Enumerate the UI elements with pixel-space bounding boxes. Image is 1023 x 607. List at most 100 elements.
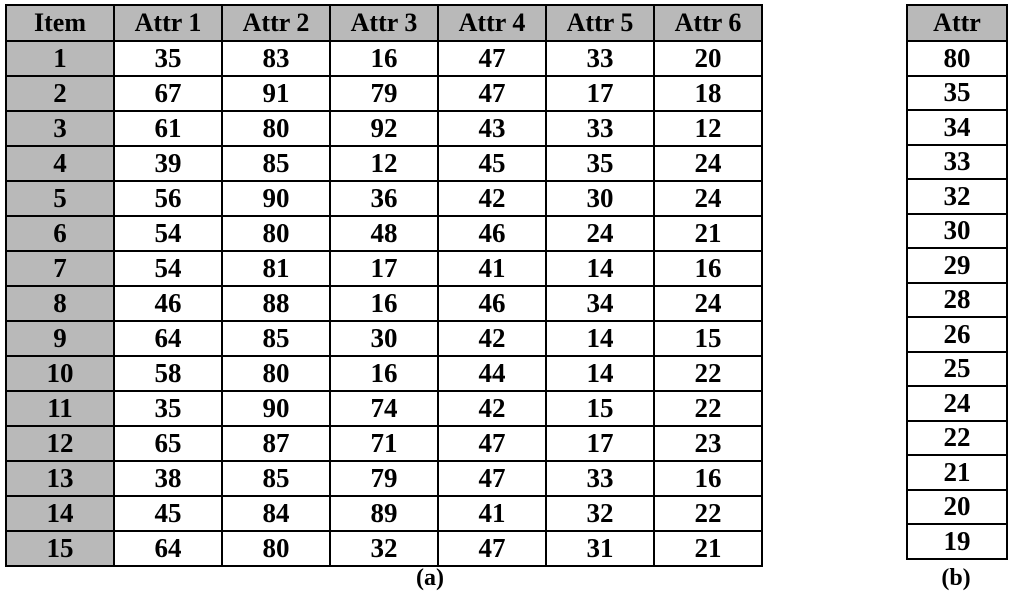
table-row: 14 45 84 89 41 32 22 <box>5 495 763 532</box>
table-cell: 24 <box>906 385 1008 422</box>
table-cell: 45 <box>113 495 223 532</box>
table-cell: 35 <box>113 40 223 77</box>
table-row: 13 38 85 79 47 33 16 <box>5 460 763 497</box>
table-cell: 19 <box>906 523 1008 560</box>
table-cell: 56 <box>113 180 223 217</box>
table-cell: 71 <box>329 425 439 462</box>
column-header: Attr 3 <box>329 4 439 42</box>
item-number-cell: 15 <box>5 530 115 567</box>
item-number-cell: 6 <box>5 215 115 252</box>
table-cell: 16 <box>329 285 439 322</box>
table-cell: 35 <box>113 390 223 427</box>
table-cell: 16 <box>653 460 763 497</box>
table-row: 24 <box>906 385 1008 422</box>
table-cell: 85 <box>221 145 331 182</box>
item-number-cell: 14 <box>5 495 115 532</box>
table-cell: 24 <box>545 215 655 252</box>
table-cell: 42 <box>437 180 547 217</box>
item-number-cell: 8 <box>5 285 115 322</box>
header-row: Item Attr 1 Attr 2 Attr 3 Attr 4 Attr 5 Attr 6 <box>5 4 763 42</box>
table-cell: 80 <box>221 215 331 252</box>
table-cell: 35 <box>906 74 1008 111</box>
table-cell: 36 <box>329 180 439 217</box>
table-cell: 54 <box>113 250 223 287</box>
table-cell: 22 <box>653 355 763 392</box>
table-cell: 16 <box>329 40 439 77</box>
table-cell: 61 <box>113 110 223 147</box>
table-cell: 54 <box>113 215 223 252</box>
table-cell: 14 <box>545 250 655 287</box>
table-cell: 14 <box>545 355 655 392</box>
table-row: 3 61 80 92 43 33 12 <box>5 110 763 147</box>
table-cell: 92 <box>329 110 439 147</box>
table-cell: 25 <box>906 350 1008 387</box>
item-number-cell: 7 <box>5 250 115 287</box>
table-cell: 20 <box>906 488 1008 525</box>
table-cell: 46 <box>437 285 547 322</box>
table-row: 1 35 83 16 47 33 20 <box>5 40 763 77</box>
column-header: Attr 4 <box>437 4 547 42</box>
table-cell: 67 <box>113 75 223 112</box>
item-number-cell: 4 <box>5 145 115 182</box>
table-cell: 46 <box>437 215 547 252</box>
table-cell: 46 <box>113 285 223 322</box>
table-cell: 22 <box>653 495 763 532</box>
table-row: 33 <box>906 143 1008 180</box>
attr-table: Attr 80 35 34 33 32 30 29 28 26 25 24 22 21 20 19 <box>906 4 1008 560</box>
item-number-cell: 10 <box>5 355 115 392</box>
header-row: Attr <box>906 4 1008 42</box>
table-cell: 85 <box>221 320 331 357</box>
table-cell: 31 <box>545 530 655 567</box>
table-cell: 80 <box>221 355 331 392</box>
column-header: Attr 6 <box>653 4 763 42</box>
table-cell: 12 <box>653 110 763 147</box>
table-cell: 45 <box>437 145 547 182</box>
table-cell: 41 <box>437 250 547 287</box>
table-row: 15 64 80 32 47 31 21 <box>5 530 763 567</box>
table-row: 35 <box>906 74 1008 111</box>
column-header: Item <box>5 4 115 42</box>
table-cell: 33 <box>545 460 655 497</box>
table-cell: 42 <box>437 320 547 357</box>
table-cell: 38 <box>113 460 223 497</box>
table-row: 21 <box>906 454 1008 491</box>
table-cell: 23 <box>653 425 763 462</box>
table-row: 20 <box>906 488 1008 525</box>
table-cell: 17 <box>329 250 439 287</box>
table-cell: 65 <box>113 425 223 462</box>
attr-table-header: Attr <box>906 4 1008 42</box>
table-cell: 21 <box>653 215 763 252</box>
table-cell: 15 <box>545 390 655 427</box>
table-cell: 39 <box>113 145 223 182</box>
table-cell: 32 <box>906 178 1008 215</box>
table-cell: 91 <box>221 75 331 112</box>
table-cell: 90 <box>221 180 331 217</box>
table-cell: 88 <box>221 285 331 322</box>
table-cell: 84 <box>221 495 331 532</box>
item-number-cell: 9 <box>5 320 115 357</box>
table-cell: 16 <box>329 355 439 392</box>
item-number-cell: 3 <box>5 110 115 147</box>
table-cell: 80 <box>221 530 331 567</box>
item-number-cell: 5 <box>5 180 115 217</box>
table-cell: 85 <box>221 460 331 497</box>
column-header: Attr 5 <box>545 4 655 42</box>
table-cell: 30 <box>329 320 439 357</box>
table-cell: 16 <box>653 250 763 287</box>
table-cell: 21 <box>906 454 1008 491</box>
column-header: Attr 1 <box>113 4 223 42</box>
table-cell: 47 <box>437 460 547 497</box>
item-number-cell: 12 <box>5 425 115 462</box>
column-header: Attr <box>906 4 1008 42</box>
table-cell: 81 <box>221 250 331 287</box>
table-cell: 33 <box>545 40 655 77</box>
table-cell: 74 <box>329 390 439 427</box>
table-row: 12 65 87 71 47 17 23 <box>5 425 763 462</box>
table-row: 25 <box>906 350 1008 387</box>
table-cell: 58 <box>113 355 223 392</box>
table-cell: 33 <box>906 143 1008 180</box>
table-row: 2 67 91 79 47 17 18 <box>5 75 763 112</box>
item-number-cell: 11 <box>5 390 115 427</box>
table-cell: 42 <box>437 390 547 427</box>
table-cell: 44 <box>437 355 547 392</box>
